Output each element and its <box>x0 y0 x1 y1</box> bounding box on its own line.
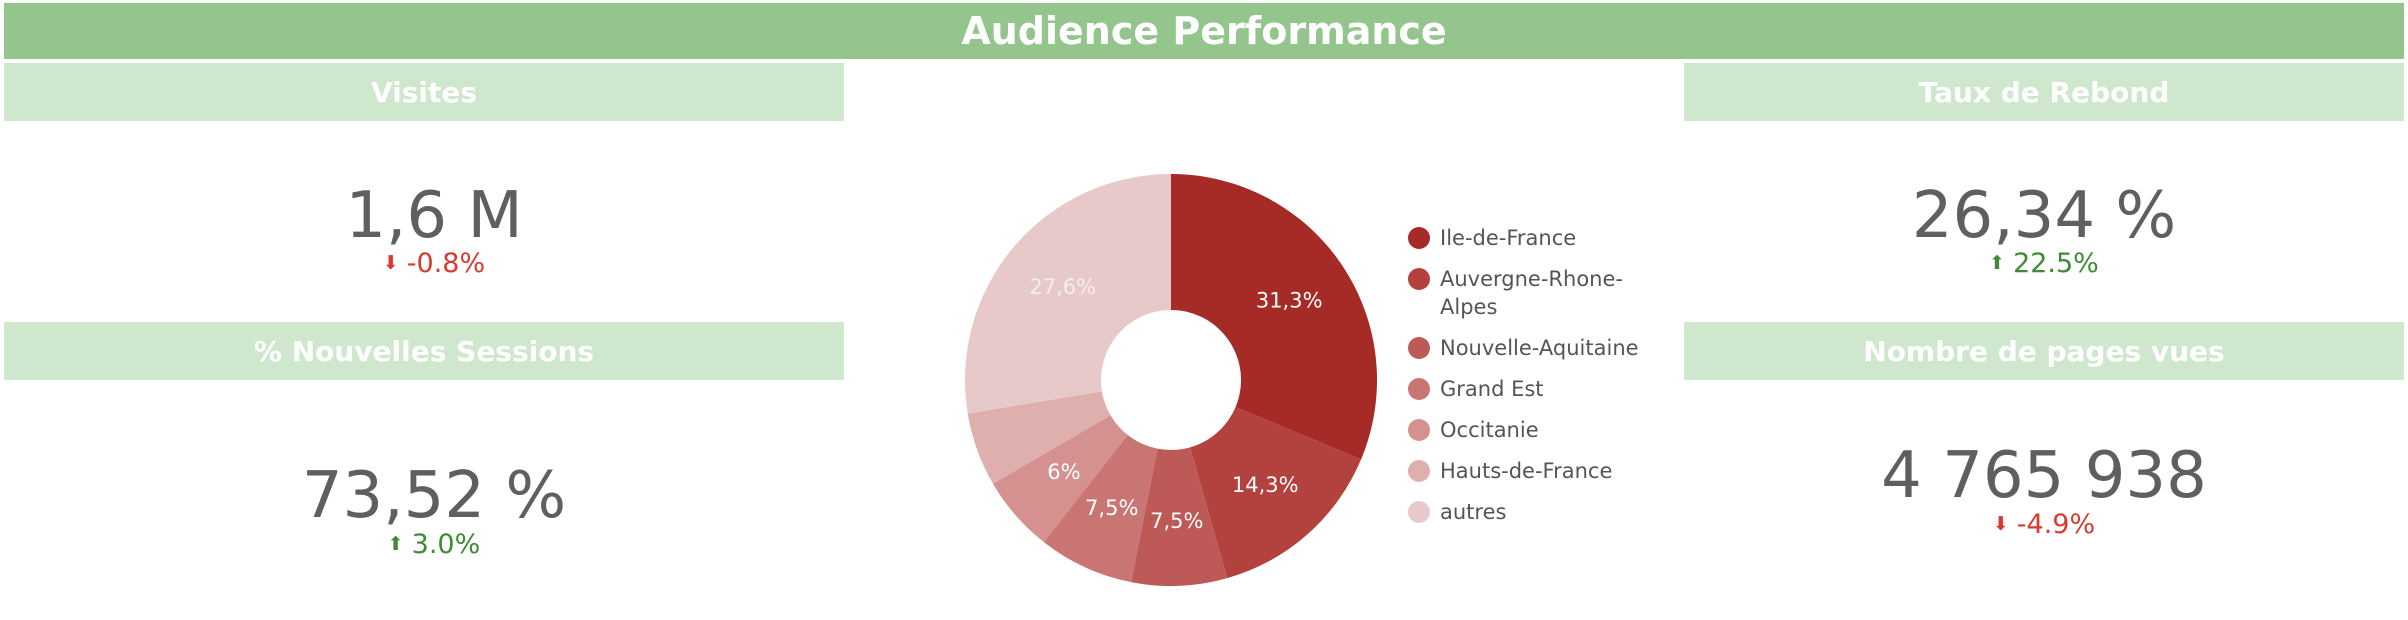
legend-label: Occitanie <box>1440 418 1539 442</box>
nouvelles-sessions-change-value: 3.0% <box>411 529 481 560</box>
legend-item-occitanie: Occitanie <box>1408 416 1668 444</box>
legend-label: Grand Est <box>1440 377 1544 401</box>
legend-swatch <box>1408 419 1430 441</box>
legend-label: Ile-de-France <box>1440 226 1577 250</box>
slice-auvergne-rhone-alpes <box>1190 406 1362 579</box>
legend-label: Auvergne-Rhone-Alpes <box>1440 267 1623 319</box>
legend-item-ile-de-france: Ile-de-France <box>1408 224 1668 252</box>
arrow-down-icon: ⬇ <box>382 252 399 274</box>
legend-swatch <box>1408 227 1430 249</box>
legend-swatch <box>1408 268 1430 290</box>
arrow-up-icon: ⬆ <box>387 533 404 555</box>
nouvelles-sessions-change: ⬆ 3.0% <box>4 531 864 558</box>
visites-header: Visites <box>4 63 844 121</box>
arrow-down-icon: ⬇ <box>1992 513 2009 535</box>
slice-label-auvergne-rhone-alpes: 14,3% <box>1232 473 1299 497</box>
pages-vues-header: Nombre de pages vues <box>1684 322 2404 380</box>
legend-swatch <box>1408 460 1430 482</box>
legend-item-autres: autres <box>1408 498 1668 526</box>
regions-legend: Ile-de-France Auvergne-Rhone-Alpes Nouvell… <box>1408 224 1668 539</box>
slice-label-ile-de-france: 31,3% <box>1256 288 1323 312</box>
taux-rebond-change-value: 22.5% <box>2013 248 2099 279</box>
pages-vues-change-value: -4.9% <box>2016 509 2096 540</box>
legend-item-auvergne-rhone-alpes: Auvergne-Rhone-Alpes <box>1408 265 1668 321</box>
legend-swatch <box>1408 378 1430 400</box>
regions-donut-chart: 31,3%14,3%7,5%7,5%6%27,6% <box>965 174 1377 586</box>
dashboard-title: Audience Performance <box>4 3 2404 59</box>
visites-value: 1,6 M <box>345 179 523 253</box>
slice-occitanie <box>993 415 1128 542</box>
legend-label: Hauts-de-France <box>1440 459 1613 483</box>
arrow-up-icon: ⬆ <box>1989 252 2006 274</box>
legend-item-nouvelle-aquitaine: Nouvelle-Aquitaine <box>1408 334 1668 362</box>
taux-rebond-change: ⬆ 22.5% <box>1684 250 2404 277</box>
legend-item-hauts-de-france: Hauts-de-France <box>1408 457 1668 485</box>
legend-item-grand-est: Grand Est <box>1408 375 1668 403</box>
slice-autres <box>965 174 1171 414</box>
legend-label: autres <box>1440 500 1507 524</box>
slice-label-grand-est: 7,5% <box>1085 496 1138 520</box>
slice-ile-de-france <box>1171 174 1377 460</box>
taux-rebond-header: Taux de Rebond <box>1684 63 2404 121</box>
nouvelles-sessions-value: 73,52 % <box>301 459 567 533</box>
slice-hauts-de-france <box>967 391 1111 484</box>
visites-change: ⬇ -0.8% <box>4 250 864 277</box>
slice-label-nouvelle-aquitaine: 7,5% <box>1150 509 1203 533</box>
slice-nouvelle-aquitaine <box>1131 447 1228 586</box>
slice-label-autres: 27,6% <box>1029 275 1096 299</box>
taux-rebond-value: 26,34 % <box>1911 179 2177 253</box>
legend-label: Nouvelle-Aquitaine <box>1440 336 1639 360</box>
visites-change-value: -0.8% <box>406 248 486 279</box>
regions-chart-title: Répartition par Régions <box>1005 75 1383 109</box>
pages-vues-value: 4 765 938 <box>1881 439 2207 513</box>
pages-vues-change: ⬇ -4.9% <box>1684 511 2404 538</box>
legend-swatch <box>1408 337 1430 359</box>
nouvelles-sessions-header: % Nouvelles Sessions <box>4 322 844 380</box>
slice-grand-est <box>1043 435 1158 583</box>
legend-swatch <box>1408 501 1430 523</box>
slice-label-occitanie: 6% <box>1047 460 1080 484</box>
